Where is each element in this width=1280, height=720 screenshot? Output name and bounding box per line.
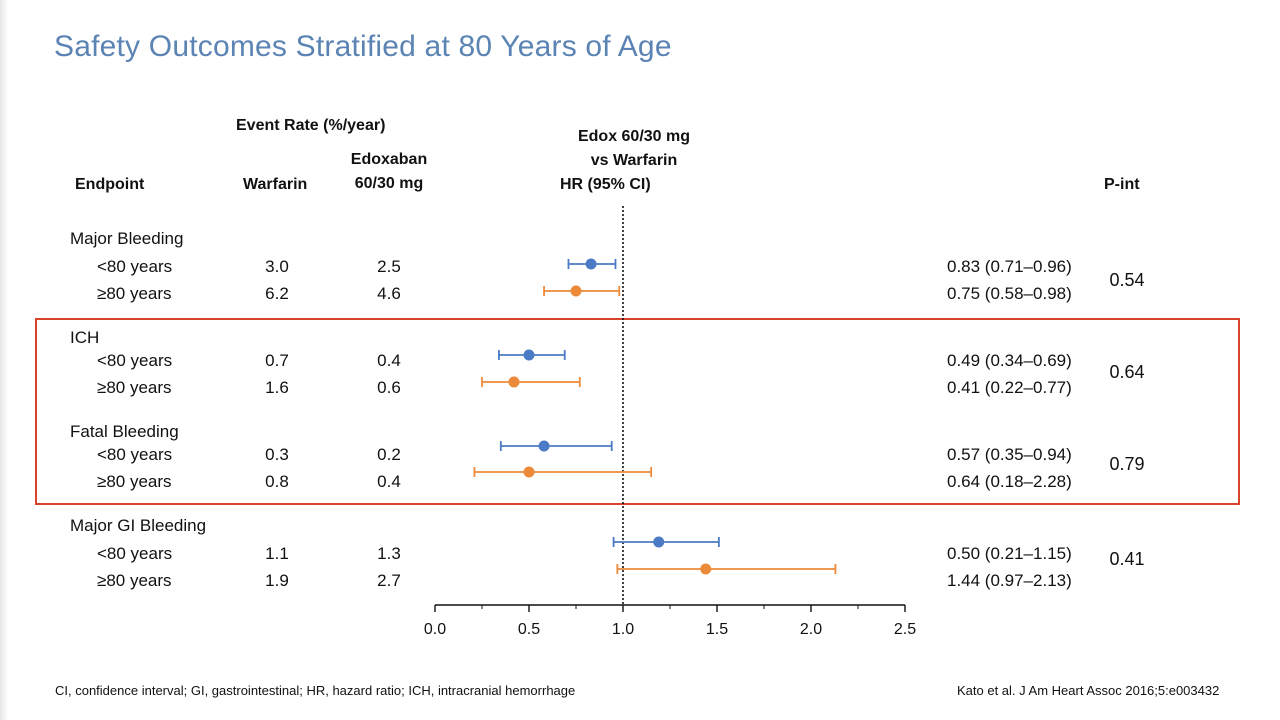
hr-ci-text: 0.75 (0.58–0.98) — [947, 284, 1072, 303]
header-endpoint: Endpoint — [75, 176, 145, 193]
x-tick-label: 1.0 — [612, 621, 634, 638]
pint-value: 0.54 — [1109, 270, 1145, 290]
endpoint-name: Major GI Bleeding — [70, 516, 207, 535]
edoxaban-rate: 2.7 — [377, 571, 401, 590]
subgroup-label: ≥80 years — [97, 284, 172, 303]
hr-ci-text: 0.41 (0.22–0.77) — [947, 378, 1072, 397]
hr-point — [523, 466, 535, 478]
edoxaban-rate: 0.6 — [377, 378, 401, 397]
forest-mark — [616, 563, 837, 575]
warfarin-rate: 0.3 — [265, 445, 289, 464]
hr-ci-text: 0.49 (0.34–0.69) — [947, 351, 1072, 370]
header-edoxaban-line2: 60/30 mg — [354, 175, 424, 192]
hr-point — [570, 285, 582, 297]
forest-plot-marks — [473, 258, 837, 575]
endpoint-name: Major Bleeding — [70, 229, 184, 248]
x-tick-label: 1.5 — [706, 621, 728, 638]
hr-point — [653, 536, 665, 548]
hr-point — [700, 563, 712, 575]
header-edoxaban-line1: Edoxaban — [350, 151, 428, 168]
x-tick-label: 2.5 — [894, 621, 916, 638]
hr-point — [508, 376, 520, 388]
warfarin-rate: 1.1 — [265, 544, 289, 563]
forest-mark — [473, 466, 653, 478]
edoxaban-rate: 0.4 — [377, 351, 401, 370]
left-edge-shadow — [0, 0, 8, 720]
header-pint: P-int — [1104, 176, 1140, 193]
pint-value: 0.41 — [1109, 549, 1145, 569]
subgroup-label: <80 years — [97, 351, 173, 370]
forest-mark — [543, 285, 621, 297]
hr-ci-text: 0.50 (0.21–1.15) — [947, 544, 1072, 563]
hr-ci-text: 0.83 (0.71–0.96) — [947, 257, 1072, 276]
hr-point — [538, 440, 550, 452]
pint-value: 0.79 — [1109, 454, 1145, 474]
hr-point — [523, 349, 535, 361]
forest-mark — [612, 536, 720, 548]
forest-mark — [567, 258, 617, 270]
edoxaban-rate: 1.3 — [377, 544, 401, 563]
warfarin-rate: 1.9 — [265, 571, 289, 590]
hr-ci-text: 0.64 (0.18–2.28) — [947, 472, 1072, 491]
edoxaban-rate: 2.5 — [377, 257, 401, 276]
header-comparison-line1: Edox 60/30 mg — [577, 128, 691, 145]
header-warfarin: Warfarin — [243, 176, 308, 193]
warfarin-rate: 0.8 — [265, 472, 289, 491]
highlight-box — [35, 318, 1240, 505]
x-tick-label: 0.5 — [518, 621, 540, 638]
footer-citation: Kato et al. J Am Heart Assoc 2016;5:e003… — [957, 683, 1220, 698]
subgroup-label: ≥80 years — [97, 378, 172, 397]
warfarin-rate: 1.6 — [265, 378, 289, 397]
edoxaban-rate: 0.2 — [377, 445, 401, 464]
warfarin-rate: 0.7 — [265, 351, 289, 370]
x-tick-label: 2.0 — [800, 621, 822, 638]
edoxaban-rate: 0.4 — [377, 472, 401, 491]
warfarin-rate: 3.0 — [265, 257, 289, 276]
subgroup-label: ≥80 years — [97, 571, 172, 590]
hr-point — [585, 258, 597, 270]
header-hr-ci: HR (95% CI) — [560, 176, 651, 193]
subgroup-label: <80 years — [97, 257, 173, 276]
header-event-rate: Event Rate (%/year) — [236, 117, 386, 134]
subgroup-label: <80 years — [97, 445, 173, 464]
forest-mark — [499, 440, 613, 452]
x-tick-label: 0.0 — [424, 621, 446, 638]
page-title: Safety Outcomes Stratified at 80 Years o… — [54, 30, 672, 63]
pint-value: 0.64 — [1109, 362, 1145, 382]
warfarin-rate: 6.2 — [265, 284, 289, 303]
endpoint-name: Fatal Bleeding — [70, 422, 179, 441]
header-comparison-line2: vs Warfarin — [590, 152, 678, 169]
hr-ci-text: 0.57 (0.35–0.94) — [947, 445, 1072, 464]
forest-mark — [498, 349, 566, 361]
subgroup-label: ≥80 years — [97, 472, 172, 491]
edoxaban-rate: 4.6 — [377, 284, 401, 303]
subgroup-label: <80 years — [97, 544, 173, 563]
forest-mark — [481, 376, 581, 388]
hr-ci-text: 1.44 (0.97–2.13) — [947, 571, 1072, 590]
endpoint-name: ICH — [70, 328, 100, 347]
footer-abbreviations: CI, confidence interval; GI, gastrointes… — [55, 683, 576, 698]
x-axis: 0.0 0.5 1.0 1.5 2.0 2.5 — [424, 604, 916, 638]
